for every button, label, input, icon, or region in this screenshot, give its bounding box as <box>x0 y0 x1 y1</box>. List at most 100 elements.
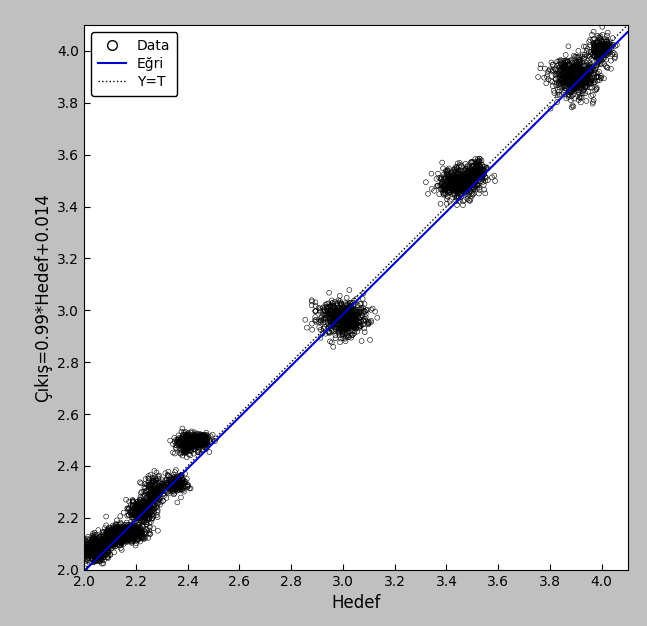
Point <box>336 303 347 313</box>
Point <box>165 472 175 482</box>
Point <box>338 321 348 331</box>
Point <box>87 544 97 554</box>
Point <box>571 81 582 91</box>
Point <box>142 504 153 514</box>
Point <box>336 312 347 322</box>
Point <box>171 482 182 492</box>
Point <box>91 546 101 556</box>
Point <box>150 486 160 496</box>
Point <box>135 523 145 533</box>
Point <box>98 541 108 552</box>
Point <box>584 74 594 84</box>
Point <box>93 543 103 553</box>
Point <box>600 39 610 49</box>
Point <box>575 69 585 80</box>
Point <box>479 167 489 177</box>
Point <box>138 511 148 521</box>
Point <box>122 535 133 545</box>
Point <box>455 188 466 198</box>
Point <box>582 73 593 83</box>
Point <box>113 524 123 534</box>
Point <box>170 481 181 491</box>
Point <box>576 74 587 85</box>
Point <box>115 530 125 540</box>
Point <box>339 311 349 321</box>
Point <box>467 169 477 179</box>
Point <box>316 313 326 323</box>
Point <box>140 515 150 525</box>
Point <box>344 321 354 331</box>
Point <box>450 167 461 177</box>
Point <box>566 71 576 81</box>
Point <box>541 78 551 88</box>
Point <box>143 513 153 523</box>
Point <box>151 495 161 505</box>
Point <box>351 308 362 318</box>
Point <box>98 553 109 563</box>
Point <box>128 527 138 537</box>
Point <box>442 183 452 193</box>
Point <box>83 551 93 561</box>
Point <box>91 546 101 557</box>
Point <box>338 311 348 321</box>
Point <box>153 485 164 495</box>
Point <box>91 540 102 550</box>
Point <box>457 177 468 187</box>
Point <box>324 310 334 320</box>
Point <box>351 316 361 326</box>
Point <box>137 529 148 539</box>
Point <box>439 184 449 194</box>
Point <box>87 552 97 562</box>
Point <box>97 555 107 565</box>
Point <box>91 546 102 557</box>
Point <box>320 314 331 324</box>
Point <box>452 172 463 182</box>
Point <box>133 496 143 506</box>
Point <box>184 443 194 453</box>
Point <box>566 76 576 86</box>
Point <box>476 163 486 173</box>
Point <box>80 542 90 552</box>
Point <box>131 506 141 516</box>
Point <box>106 525 116 535</box>
Point <box>138 515 149 525</box>
Point <box>565 69 575 79</box>
Point <box>461 176 471 186</box>
Point <box>178 441 188 451</box>
Point <box>111 533 121 543</box>
Point <box>578 73 588 83</box>
Point <box>592 50 602 60</box>
Point <box>86 539 96 549</box>
Point <box>96 538 106 548</box>
Point <box>149 491 159 501</box>
Point <box>564 66 574 76</box>
Point <box>169 476 179 486</box>
Point <box>81 550 91 560</box>
Point <box>334 314 344 324</box>
Point <box>87 539 97 549</box>
Point <box>597 52 607 62</box>
Point <box>95 533 105 543</box>
Point <box>123 530 133 540</box>
Point <box>334 331 345 341</box>
Point <box>142 486 152 496</box>
Point <box>148 510 159 520</box>
Point <box>115 530 125 540</box>
Point <box>96 558 107 568</box>
Point <box>104 537 115 547</box>
Point <box>476 159 486 169</box>
Point <box>353 307 363 317</box>
Point <box>330 330 340 340</box>
Point <box>127 528 138 538</box>
Point <box>589 48 600 58</box>
Point <box>140 494 151 504</box>
Point <box>350 319 360 329</box>
Point <box>586 76 597 86</box>
Point <box>89 533 99 543</box>
Point <box>89 540 99 550</box>
Point <box>136 505 146 515</box>
Point <box>127 498 138 508</box>
Point <box>470 172 481 182</box>
Point <box>88 543 98 553</box>
Point <box>120 523 131 533</box>
